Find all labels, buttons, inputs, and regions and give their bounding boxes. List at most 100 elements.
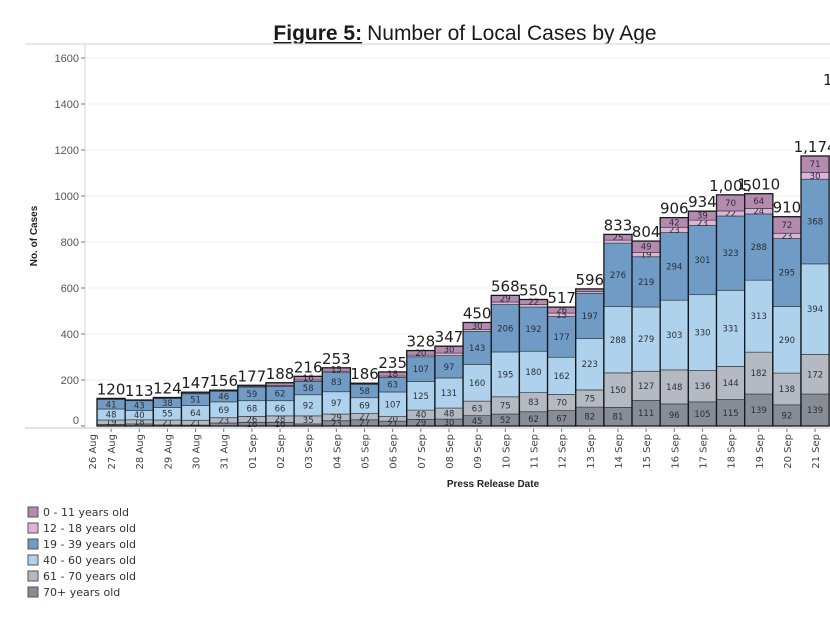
segment-label: 30 [444,346,455,356]
x-tick-label: 30 Aug [192,434,203,469]
total-label: 120 [97,380,126,398]
segment-label: 83 [528,398,539,408]
segment-label: 23 [218,416,229,426]
total-label: 186 [350,365,379,383]
segment-label: 219 [638,278,654,288]
segment-label: 330 [694,329,710,339]
segment-label: 177 [554,333,570,343]
x-tick-label: 11 Sep [529,434,540,469]
segment-label: 331 [722,324,738,334]
segment-label: 97 [444,363,455,373]
segment-label: 27 [359,413,370,423]
segment-label: 75 [500,401,511,411]
x-axis-title: Press Release Date [447,479,540,490]
segment-label: 59 [246,390,257,400]
segment-label: 303 [666,331,682,341]
x-tick-label: 27 Aug [107,434,118,469]
y-tick-label: 1200 [55,145,79,157]
total-label: 1,010 [737,176,780,194]
bar-segment-19-39 [744,213,774,281]
x-tick-label: 04 Sep [332,434,343,469]
y-axis-title: No. of Cases [29,205,40,266]
total-label: 596 [575,271,604,289]
segment-label: 97 [331,399,342,409]
segment-label: 55 [162,410,173,420]
segment-label: 148 [666,383,682,393]
x-tick-label: 06 Sep [389,434,400,469]
segment-label: 83 [331,378,342,388]
x-tick-label: 12 Sep [558,434,569,469]
y-tick-label: 1000 [55,191,79,203]
segment-label: 45 [472,417,483,427]
bar-segment-19-39 [800,178,830,265]
segment-label: 139 [751,406,767,416]
total-label: 568 [491,277,520,295]
x-tick-label: 31 Aug [220,434,231,469]
x-tick-label: 09 Sep [473,434,484,469]
bar-segment-40-60 [659,299,689,371]
segment-label: 138 [779,385,795,395]
segment-label: 21 [162,418,173,428]
x-tick-label: 13 Sep [586,434,597,469]
segment-label: 43 [134,402,145,412]
segment-label: 23 [669,226,680,236]
total-label: 124 [153,379,182,397]
segment-label: 58 [303,384,314,394]
segment-label: 21 [387,420,398,430]
total-label: 1,005 [709,177,752,195]
bar-09-sep: 45 63 160 143 30 [462,321,492,427]
x-tick-label: 21 Sep [811,434,822,469]
x-tick-label: 18 Sep [727,434,738,469]
y-tick-label: 800 [61,237,79,249]
segment-label: 313 [751,312,767,322]
segment-label: 29 [331,413,342,423]
segment-label: 58 [359,387,370,397]
segment-label: 23 [331,419,342,429]
segment-label: 295 [779,268,795,278]
segment-label: 288 [751,243,767,253]
segment-label: 136 [694,382,710,392]
x-tick-label: 05 Sep [361,434,372,469]
segment-label: 63 [472,404,483,414]
segment-label: 40 [415,411,426,421]
segment-label: 35 [303,416,314,426]
y-tick-label: 0 [73,415,79,427]
bar-segment-40-60 [716,289,746,367]
segment-label: 22 [528,298,539,308]
segment-label: 69 [218,406,229,416]
x-tick-label: 19 Sep [755,434,766,469]
y-tick-label: 1400 [55,99,79,111]
total-label: 147 [181,374,210,392]
segment-label: 64 [753,197,764,207]
legend-label-70plus: 70+ years old [43,586,120,599]
segment-label: 27 [359,419,370,429]
segment-label: 69 [359,402,370,412]
segment-label: 28 [275,415,286,425]
total-label: 910 [773,199,802,217]
segment-label: 323 [722,249,738,259]
chart-title-text: Number of Local Cases by Age [367,22,657,45]
legend-label-61-70: 61 - 70 years old [43,570,136,583]
segment-label: 105 [694,410,710,420]
segment-label: 25 [613,233,624,243]
segment-label: 40 [134,411,145,421]
segment-label: 115 [722,409,738,419]
bar-segment-61-70 [631,370,661,401]
segment-label: 160 [469,379,485,389]
segment-label: 24 [753,207,764,217]
segment-label: 172 [807,370,823,380]
segment-label: 288 [610,336,626,346]
y-tick-label: 600 [61,283,79,295]
legend-label-19-39: 19 - 39 years old [43,538,136,551]
segment-label: 139 [807,406,823,416]
total-label: 113 [125,382,154,400]
total-label: 253 [322,350,351,368]
x-tick-label: 28 Aug [135,434,146,469]
legend-swatch-19-39 [27,538,39,550]
